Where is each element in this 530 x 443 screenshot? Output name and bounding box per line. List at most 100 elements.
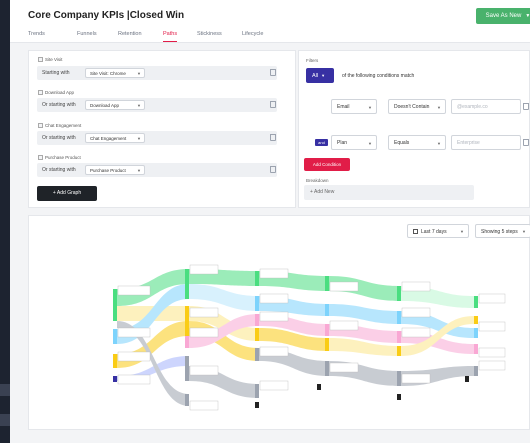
add-breakdown-button[interactable]: + Add New <box>304 185 474 200</box>
property-select[interactable]: Plan ▼ <box>331 135 377 150</box>
trash-icon[interactable] <box>523 139 529 146</box>
save-as-new-button[interactable]: Save As New ▼ <box>476 8 530 24</box>
node-bar <box>397 311 401 324</box>
node-label-box <box>329 281 359 292</box>
add-condition-button[interactable]: Add Condition <box>304 158 350 171</box>
tab-lifecycle[interactable]: Lifecycle <box>242 31 264 37</box>
node-label-box <box>401 327 431 338</box>
match-description: of the following conditions match <box>342 73 415 79</box>
node-label-box <box>478 321 506 332</box>
trash-icon[interactable] <box>270 166 276 173</box>
chevron-down-icon: ▼ <box>522 229 526 234</box>
step-prefix: Starting with <box>42 70 70 76</box>
node-bar <box>255 348 259 361</box>
trash-icon[interactable] <box>523 103 529 110</box>
chevron-down-icon: ▼ <box>368 141 372 146</box>
tab-paths[interactable]: Paths <box>163 31 178 42</box>
operator-select[interactable]: Equals ▼ <box>388 135 446 150</box>
chevron-down-icon: ▼ <box>368 105 372 110</box>
node-label-box <box>259 346 289 357</box>
node-bar <box>255 328 259 341</box>
trash-icon[interactable] <box>270 101 276 108</box>
flow-link <box>329 338 401 356</box>
value-input[interactable]: Enterprise <box>451 135 521 150</box>
flow-link <box>117 269 189 306</box>
chevron-down-icon: ▼ <box>137 71 141 76</box>
event-select[interactable]: Site Visit: Chrome ▼ <box>85 68 145 78</box>
chevron-down-icon: ▼ <box>437 105 441 110</box>
flow-link <box>259 328 329 351</box>
property-select[interactable]: Email ▼ <box>331 99 377 114</box>
chevron-down-icon: ▼ <box>460 229 464 234</box>
chevron-down-icon: ▼ <box>137 136 141 141</box>
node-label-box <box>478 347 506 358</box>
steps-shown-select[interactable]: Showing 5 steps ▼ <box>475 224 530 238</box>
node-bar <box>255 384 259 398</box>
node-bar <box>325 324 329 336</box>
event-select[interactable]: Chat Engagement ▼ <box>85 133 145 143</box>
value-input[interactable]: @example.co <box>451 99 521 114</box>
node-bar <box>325 338 329 351</box>
node-bar <box>474 328 478 338</box>
match-select[interactable]: All ▼ <box>306 68 334 83</box>
save-label: Save As New <box>485 13 522 19</box>
chevron-down-icon: ▼ <box>137 103 141 108</box>
page-header: Core Company KPIs |Closed Win Save As Ne… <box>10 0 530 43</box>
node-bar <box>185 356 189 381</box>
node-bar <box>185 336 189 348</box>
step-prefix: Or starting with <box>42 135 76 141</box>
trash-icon[interactable] <box>270 134 276 141</box>
event-select[interactable]: Purchase Product ▼ <box>85 165 145 175</box>
step-title: Purchase Product <box>38 155 81 161</box>
app-sidebar <box>0 0 10 443</box>
filters-label: Filters <box>306 58 319 63</box>
node-bar <box>325 276 329 291</box>
node-bar <box>397 346 401 356</box>
sankey-nodes <box>113 269 478 408</box>
operator-select[interactable]: Doesn't Contain ▼ <box>388 99 446 114</box>
paths-chart-panel: Last 7 days ▼ Showing 5 steps ▼ <box>28 215 530 430</box>
tab-funnels[interactable]: Funnels <box>77 31 97 37</box>
node-label-box <box>329 320 359 331</box>
node-label-box <box>401 373 431 384</box>
node-bar <box>185 306 189 336</box>
event-select[interactable]: Download App ▼ <box>85 100 145 110</box>
chevron-down-icon: ▼ <box>321 73 326 78</box>
node-label-box <box>189 327 219 338</box>
trash-icon[interactable] <box>270 69 276 76</box>
step-title: Download App <box>38 90 74 96</box>
steps-panel: Site Visit Starting with Site Visit: Chr… <box>28 50 296 208</box>
filters-panel: Filters All ▼ of the following conditions… <box>298 50 530 208</box>
step-row: Starting with Site Visit: Chrome ▼ <box>37 66 277 80</box>
node-bar <box>255 402 259 408</box>
tab-retention[interactable]: Retention <box>118 31 142 37</box>
tab-stickiness[interactable]: Stickiness <box>197 31 222 37</box>
sidebar-nav-icon[interactable] <box>0 414 10 426</box>
node-bar <box>474 296 478 308</box>
node-bar <box>113 354 117 368</box>
node-bar <box>397 286 401 301</box>
node-bar <box>255 314 259 326</box>
tab-trends[interactable]: Trends <box>28 31 45 37</box>
node-label-box <box>117 285 151 296</box>
add-graph-button[interactable]: + Add Graph <box>37 186 97 201</box>
node-label-box <box>189 400 219 411</box>
node-bar <box>255 296 259 311</box>
step-row: Or starting with Download App ▼ <box>37 98 277 112</box>
node-label-box <box>189 365 219 376</box>
chevron-down-icon: ▼ <box>437 141 441 146</box>
node-bar <box>113 329 117 344</box>
node-label-box <box>259 268 289 279</box>
step-marker-icon <box>38 155 43 161</box>
node-bar <box>397 394 401 400</box>
date-range-select[interactable]: Last 7 days ▼ <box>407 224 469 238</box>
node-label-box <box>401 281 431 292</box>
node-bar <box>113 376 117 382</box>
sidebar-nav-icon[interactable] <box>0 384 10 396</box>
page-title: Core Company KPIs |Closed Win <box>28 10 185 21</box>
node-bar <box>474 344 478 354</box>
paths-sankey <box>113 264 506 411</box>
flow-link <box>401 286 474 308</box>
flow-link <box>189 284 259 311</box>
node-label-box <box>478 293 506 304</box>
